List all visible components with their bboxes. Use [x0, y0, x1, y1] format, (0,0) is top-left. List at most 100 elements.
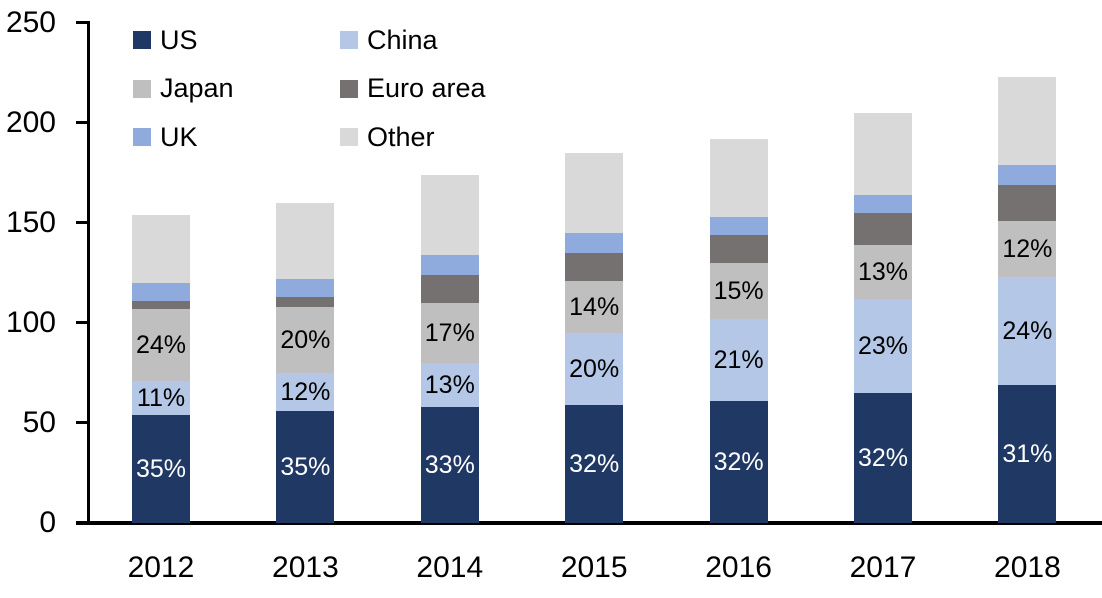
legend-item-uk: UK	[133, 113, 340, 162]
bar-segment-china-2018	[998, 276, 1057, 385]
bar-segment-china-2012	[132, 380, 190, 415]
x-axis-label-2014: 2014	[416, 551, 484, 584]
bar-data-label-china-2017: 23%	[857, 331, 909, 360]
bar-segment-euro-area-2017	[854, 212, 912, 245]
bar-segment-euro-area-2012	[132, 300, 190, 309]
bar-segment-china-2015	[565, 332, 624, 405]
y-axis-tick	[76, 221, 88, 224]
bar-data-label-us-2013: 35%	[280, 452, 331, 481]
y-axis-tick	[76, 121, 88, 124]
legend-label: China	[367, 24, 438, 55]
x-axis-label-2018: 2018	[994, 551, 1061, 584]
legend-label: Japan	[160, 73, 234, 104]
bar-segment-uk-2013	[276, 278, 335, 297]
bar-segment-us-2017	[854, 392, 912, 523]
bar-data-label-japan-2012: 24%	[135, 330, 187, 359]
bar-data-label-us-2018: 31%	[1002, 439, 1053, 468]
bar-segment-japan-2017	[854, 244, 912, 299]
legend-label: US	[160, 24, 198, 55]
bar-segment-us-2018	[998, 384, 1057, 523]
y-axis-tick	[76, 421, 88, 424]
y-axis-tick-label: 100	[5, 305, 56, 339]
legend: US China Japan Euro area UK Other	[133, 16, 486, 162]
y-axis-tick-label: 0	[39, 505, 56, 539]
y-axis-tick	[76, 321, 88, 324]
y-axis-tick	[76, 21, 88, 24]
bar-data-label-china-2014: 13%	[424, 370, 475, 399]
bar-data-label-japan-2013: 20%	[280, 325, 331, 354]
x-axis-label-2013: 2013	[272, 551, 339, 584]
bar-data-label-us-2017: 32%	[857, 443, 909, 472]
x-axis-label-2015: 2015	[560, 551, 628, 584]
bar-segment-other-2014	[420, 174, 479, 255]
legend-item-other: Other	[340, 113, 486, 162]
bar-segment-other-2016	[709, 138, 768, 217]
bar-segment-us-2012	[132, 414, 190, 523]
y-axis-line	[87, 21, 90, 524]
legend-item-euro-area: Euro area	[340, 65, 486, 114]
bar-data-label-china-2013: 12%	[280, 377, 331, 406]
bar-segment-japan-2018	[998, 220, 1057, 277]
bar-segment-uk-2018	[998, 164, 1057, 185]
bar-data-label-us-2016: 32%	[713, 447, 764, 476]
bar-segment-us-2013	[276, 410, 335, 523]
bar-segment-other-2018	[998, 76, 1057, 165]
x-axis-label-2016: 2016	[705, 551, 772, 584]
bar-segment-china-2013	[276, 372, 335, 411]
legend-label: Euro area	[367, 73, 486, 104]
bar-segment-uk-2014	[420, 254, 479, 275]
bar-segment-euro-area-2018	[998, 184, 1057, 221]
bar-segment-euro-area-2016	[709, 234, 768, 263]
bar-segment-us-2015	[565, 404, 624, 523]
bar-segment-china-2017	[854, 298, 912, 393]
y-axis-tick-label: 200	[5, 105, 56, 139]
bar-segment-china-2014	[420, 362, 479, 407]
bar-segment-euro-area-2013	[276, 296, 335, 307]
bar-segment-japan-2014	[420, 302, 479, 363]
bar-segment-other-2015	[565, 152, 624, 233]
bar-segment-uk-2015	[565, 232, 624, 253]
legend-item-us: US	[133, 16, 340, 65]
bar-segment-japan-2016	[709, 262, 768, 319]
legend-swatch-icon	[340, 128, 358, 147]
bar-data-label-china-2018: 24%	[1002, 316, 1053, 345]
bar-segment-uk-2012	[132, 282, 190, 301]
bar-data-label-us-2015: 32%	[569, 449, 620, 478]
y-axis-tick-label: 250	[5, 5, 56, 39]
bar-data-label-japan-2014: 17%	[424, 318, 475, 347]
bar-segment-us-2014	[420, 406, 479, 523]
bar-data-label-japan-2016: 15%	[713, 276, 764, 305]
bar-data-label-china-2012: 11%	[136, 383, 186, 412]
bar-segment-euro-area-2014	[420, 274, 479, 303]
legend-item-china: China	[340, 16, 486, 65]
legend-label: UK	[160, 121, 198, 152]
legend-swatch-icon	[340, 79, 358, 98]
legend-item-japan: Japan	[133, 65, 340, 114]
bar-data-label-japan-2018: 12%	[1002, 234, 1053, 263]
legend-swatch-icon	[133, 79, 151, 98]
legend-label: Other	[367, 121, 435, 152]
bar-segment-uk-2016	[709, 216, 768, 235]
legend-swatch-icon	[133, 31, 151, 50]
bar-segment-japan-2015	[565, 280, 624, 333]
bar-segment-other-2013	[276, 202, 335, 279]
bar-data-label-japan-2017: 13%	[857, 257, 909, 286]
bar-data-label-china-2015: 20%	[569, 354, 620, 383]
bar-segment-other-2012	[132, 214, 190, 283]
bar-segment-japan-2012	[132, 308, 190, 381]
x-axis-label-2017: 2017	[849, 551, 917, 584]
x-axis-line	[76, 521, 1102, 525]
bar-segment-china-2016	[709, 318, 768, 401]
bar-segment-us-2016	[709, 400, 768, 523]
y-axis-tick	[76, 521, 88, 524]
bar-data-label-us-2012: 35%	[135, 454, 187, 483]
bar-segment-other-2017	[854, 112, 912, 195]
bar-data-label-japan-2015: 14%	[569, 292, 620, 321]
bar-segment-japan-2013	[276, 306, 335, 373]
y-axis-tick-label: 150	[5, 205, 56, 239]
legend-swatch-icon	[133, 128, 151, 147]
bar-segment-euro-area-2015	[565, 252, 624, 281]
bar-data-label-us-2014: 33%	[424, 450, 475, 479]
y-axis-tick-label: 50	[22, 405, 56, 439]
